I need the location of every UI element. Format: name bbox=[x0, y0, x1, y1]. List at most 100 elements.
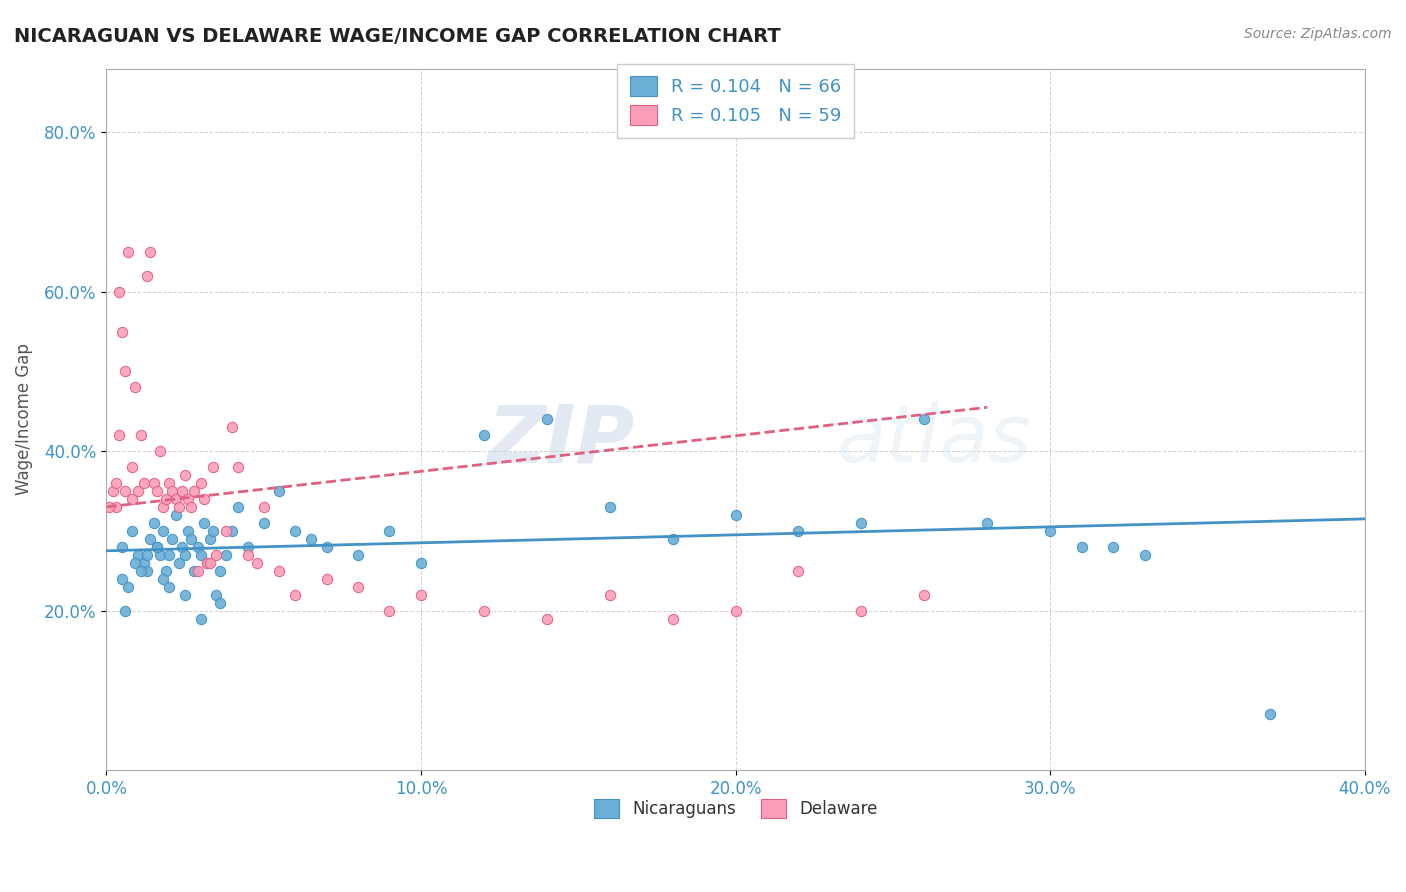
Point bbox=[114, 364, 136, 378]
Point bbox=[104, 476, 127, 491]
Point bbox=[378, 603, 401, 617]
Point bbox=[155, 564, 177, 578]
Point bbox=[253, 500, 276, 514]
Point bbox=[152, 524, 174, 538]
Point bbox=[114, 603, 136, 617]
Point bbox=[315, 540, 337, 554]
Point bbox=[1070, 540, 1092, 554]
Point bbox=[599, 500, 621, 514]
Point bbox=[198, 532, 221, 546]
Point bbox=[149, 548, 172, 562]
Point bbox=[228, 500, 250, 514]
Point bbox=[145, 483, 167, 498]
Text: Source: ZipAtlas.com: Source: ZipAtlas.com bbox=[1244, 27, 1392, 41]
Point bbox=[157, 548, 180, 562]
Point bbox=[167, 556, 190, 570]
Point bbox=[409, 556, 432, 570]
Point bbox=[167, 500, 190, 514]
Point bbox=[152, 572, 174, 586]
Point bbox=[215, 524, 238, 538]
Point bbox=[193, 491, 215, 506]
Point bbox=[661, 611, 683, 625]
Point bbox=[174, 468, 197, 483]
Point bbox=[124, 380, 146, 394]
Point bbox=[180, 532, 202, 546]
Point bbox=[136, 564, 159, 578]
Point bbox=[190, 476, 212, 491]
Point bbox=[162, 532, 184, 546]
Point bbox=[132, 476, 155, 491]
Point bbox=[347, 548, 370, 562]
Point bbox=[284, 588, 307, 602]
Point bbox=[117, 244, 139, 259]
Point bbox=[183, 483, 205, 498]
Point bbox=[132, 556, 155, 570]
Point bbox=[117, 580, 139, 594]
Point bbox=[472, 428, 495, 442]
Point bbox=[104, 500, 127, 514]
Point bbox=[228, 460, 250, 475]
Point bbox=[111, 540, 134, 554]
Point bbox=[111, 325, 134, 339]
Point bbox=[121, 524, 143, 538]
Point bbox=[190, 611, 212, 625]
Point bbox=[101, 483, 124, 498]
Point bbox=[187, 564, 209, 578]
Point bbox=[162, 483, 184, 498]
Point bbox=[236, 540, 259, 554]
Point bbox=[236, 548, 259, 562]
Point bbox=[139, 532, 162, 546]
Point bbox=[246, 556, 269, 570]
Point bbox=[661, 532, 683, 546]
Point bbox=[253, 516, 276, 530]
Point bbox=[912, 588, 935, 602]
Point bbox=[787, 564, 810, 578]
Point bbox=[165, 508, 187, 522]
Point bbox=[205, 588, 228, 602]
Point bbox=[127, 483, 149, 498]
Point bbox=[195, 556, 218, 570]
Text: atlas: atlas bbox=[837, 401, 1031, 479]
Point bbox=[299, 532, 322, 546]
Point bbox=[165, 491, 187, 506]
Point bbox=[202, 524, 225, 538]
Point bbox=[409, 588, 432, 602]
Point bbox=[174, 588, 197, 602]
Point bbox=[121, 491, 143, 506]
Legend: Nicaraguans, Delaware: Nicaraguans, Delaware bbox=[588, 793, 884, 825]
Point bbox=[221, 420, 243, 434]
Point bbox=[269, 483, 291, 498]
Point bbox=[195, 556, 218, 570]
Point bbox=[124, 556, 146, 570]
Point bbox=[139, 244, 162, 259]
Point bbox=[149, 444, 172, 458]
Point bbox=[177, 524, 200, 538]
Point bbox=[190, 548, 212, 562]
Point bbox=[1039, 524, 1062, 538]
Point bbox=[315, 572, 337, 586]
Point bbox=[976, 516, 998, 530]
Point bbox=[208, 596, 231, 610]
Point bbox=[129, 564, 152, 578]
Point bbox=[111, 572, 134, 586]
Point bbox=[724, 508, 747, 522]
Point bbox=[599, 588, 621, 602]
Point bbox=[851, 516, 873, 530]
Point bbox=[142, 476, 165, 491]
Point bbox=[536, 611, 558, 625]
Point bbox=[205, 548, 228, 562]
Point bbox=[202, 460, 225, 475]
Point bbox=[198, 556, 221, 570]
Point bbox=[180, 500, 202, 514]
Point bbox=[127, 548, 149, 562]
Point bbox=[193, 516, 215, 530]
Point bbox=[174, 548, 197, 562]
Point bbox=[142, 516, 165, 530]
Point bbox=[121, 460, 143, 475]
Point bbox=[108, 285, 131, 299]
Point bbox=[170, 540, 193, 554]
Text: ZIP: ZIP bbox=[488, 401, 636, 479]
Point bbox=[208, 564, 231, 578]
Point bbox=[472, 603, 495, 617]
Point bbox=[170, 483, 193, 498]
